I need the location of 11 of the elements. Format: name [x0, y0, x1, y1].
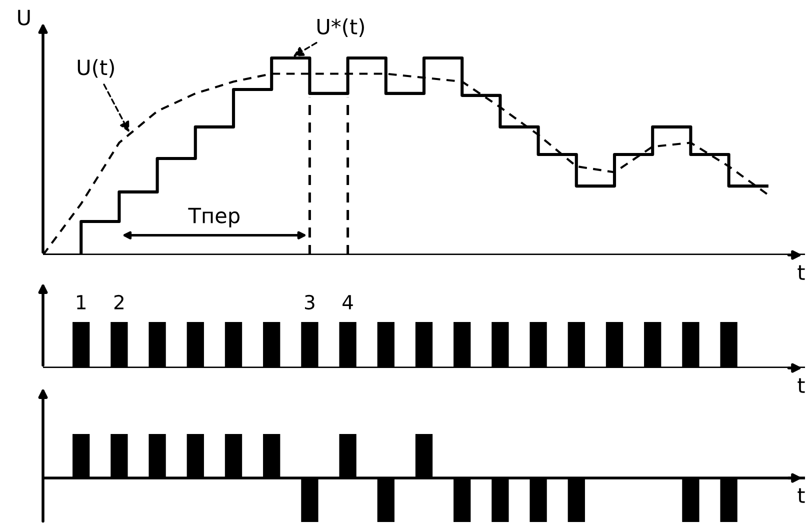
x-tick-label: 1	[77, 295, 86, 310]
text: U(t)	[78, 59, 114, 78]
x-tick-label: 3	[304, 294, 314, 310]
annotation: Tпер	[188, 208, 240, 228]
x-axis-title: t	[798, 265, 805, 280]
x-axis-title: t	[798, 378, 805, 393]
series-label: U*(t)	[317, 18, 364, 37]
x-tick-label: 2	[114, 294, 124, 310]
y-axis-title: U	[18, 10, 30, 26]
x-tick-label: 4	[342, 295, 353, 310]
x-axis-title: t	[798, 488, 805, 503]
